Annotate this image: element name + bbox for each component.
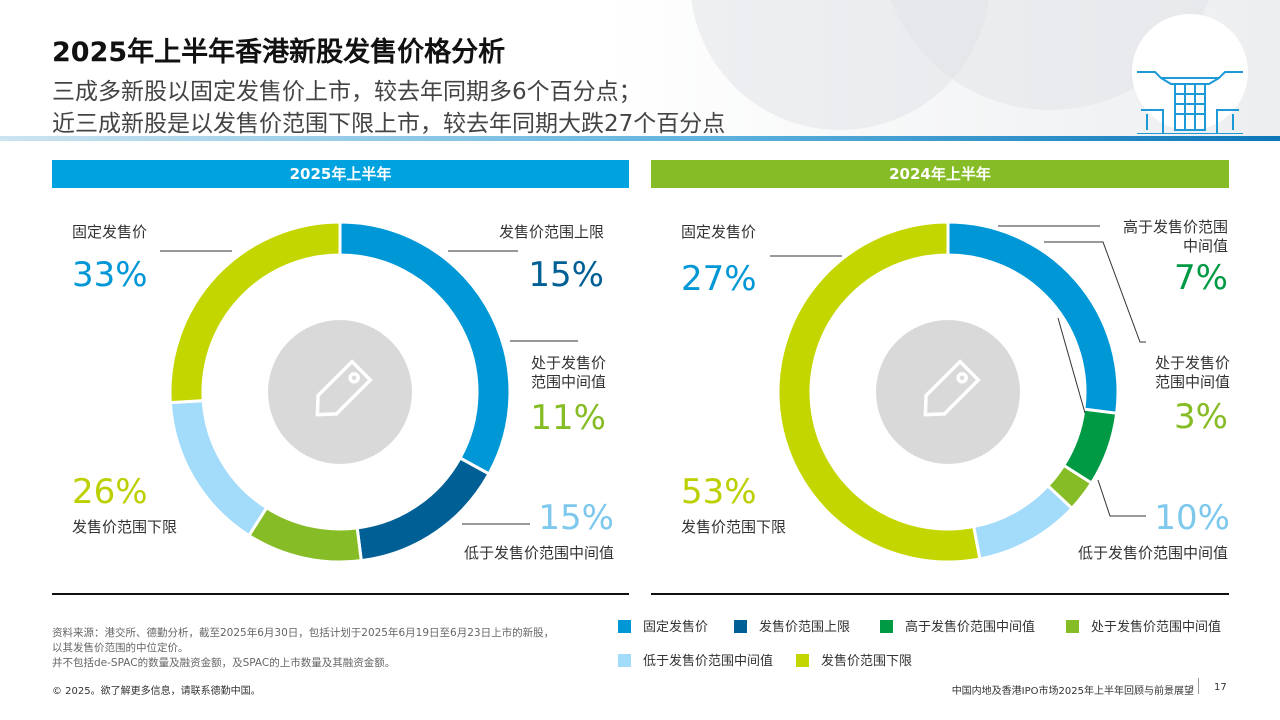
legend-label: 处于发售价范围中间值 bbox=[1091, 620, 1222, 635]
donut-slice bbox=[168, 220, 342, 405]
footer-separator bbox=[1198, 678, 1199, 694]
label-mid-2: 范围中间值 bbox=[1155, 373, 1230, 391]
label-lower-limit: 发售价范围下限 bbox=[681, 518, 786, 536]
pct-above-mid: 7% bbox=[1174, 258, 1228, 298]
pct-below-mid: 15% bbox=[538, 498, 614, 538]
source-note: 资料来源：港交所、德勤分析，截至2025年6月30日，包括计划于2025年6月1… bbox=[52, 626, 612, 671]
panel-2025-bottom-line bbox=[52, 593, 629, 595]
legend-swatch bbox=[618, 654, 631, 667]
legend-swatch bbox=[618, 620, 631, 633]
legend-item-mid: 处于发售价范围中间值 bbox=[1066, 616, 1221, 635]
label-fixed-price: 固定发售价 bbox=[72, 223, 147, 241]
pct-upper-limit: 15% bbox=[528, 255, 604, 295]
leader-lines bbox=[770, 225, 1146, 517]
legend-swatch bbox=[734, 620, 747, 633]
label-mid-1: 处于发售价 bbox=[1155, 354, 1230, 372]
source-line-2: 以其发售价范围的中位定价。 bbox=[52, 642, 189, 654]
source-line-3: 并不包括de-SPAC的数量及融资金额，及SPAC的上市数量及其融资金额。 bbox=[52, 657, 396, 669]
footer-report-title: 中国内地及香港IPO市场2025年上半年回顾与前景展望 bbox=[951, 686, 1194, 697]
legend-item-above-mid: 高于发售价范围中间值 bbox=[880, 616, 1035, 635]
legend-item-lower-limit: 发售价范围下限 bbox=[796, 650, 912, 669]
panel-2024-bottom-line bbox=[651, 593, 1229, 595]
page-number: 17 bbox=[1214, 682, 1227, 693]
legend-label: 低于发售价范围中间值 bbox=[643, 654, 774, 669]
subtitle-line-2: 近三成新股是以发售价范围下限上市，较去年同期大跌27个百分点 bbox=[52, 111, 726, 137]
panel-header-2025: 2025年上半年 bbox=[52, 160, 629, 188]
price-tag-icon bbox=[923, 359, 981, 417]
source-line-1: 资料来源：港交所、德勤分析，截至2025年6月30日，包括计划于2025年6月1… bbox=[52, 627, 555, 639]
donut-slice bbox=[776, 220, 982, 564]
donut-slice bbox=[246, 505, 363, 564]
legend-swatch bbox=[1066, 620, 1079, 633]
panel-header-2024: 2024年上半年 bbox=[651, 160, 1229, 188]
label-above-mid-1: 高于发售价范围 bbox=[1123, 218, 1228, 236]
donut-chart-2025: 固定发售价 33% 发售价范围上限 15% 处于发售价 范围中间值 11% 15… bbox=[72, 220, 614, 564]
pct-mid: 11% bbox=[530, 398, 606, 438]
legend-item-below-mid: 低于发售价范围中间值 bbox=[618, 650, 773, 669]
label-above-mid-2: 中间值 bbox=[1183, 237, 1228, 255]
footer-copyright: © 2025。欲了解更多信息，请联系德勤中国。 bbox=[52, 686, 261, 697]
donut-slice bbox=[971, 483, 1075, 561]
subtitle-line-1: 三成多新股以固定发售价上市，较去年同期多6个百分点； bbox=[52, 79, 642, 105]
label-upper-limit: 发售价范围上限 bbox=[499, 223, 604, 241]
legend-label: 发售价范围上限 bbox=[759, 620, 851, 635]
leader-lines bbox=[160, 250, 578, 525]
pct-fixed-price: 27% bbox=[681, 259, 757, 299]
legend-label: 高于发售价范围中间值 bbox=[905, 620, 1036, 635]
pct-fixed-price: 33% bbox=[72, 255, 148, 295]
label-fixed-price: 固定发售价 bbox=[681, 223, 756, 241]
label-below-mid: 低于发售价范围中间值 bbox=[1078, 544, 1228, 562]
pct-lower-limit: 26% bbox=[72, 472, 148, 512]
label-below-mid: 低于发售价范围中间值 bbox=[464, 544, 614, 562]
center-circle bbox=[876, 320, 1020, 464]
label-mid-2: 范围中间值 bbox=[531, 373, 606, 391]
pct-lower-limit: 53% bbox=[681, 472, 757, 512]
legend-swatch bbox=[880, 620, 893, 633]
label-mid-1: 处于发售价 bbox=[531, 354, 606, 372]
legend-label: 固定发售价 bbox=[643, 620, 709, 635]
legend-label: 发售价范围下限 bbox=[821, 654, 913, 669]
hkex-building-logo bbox=[1132, 14, 1248, 134]
donut-chart-2024: 固定发售价 27% 高于发售价范围 中间值 7% 处于发售价 范围中间值 3% … bbox=[681, 218, 1230, 564]
legend-item-upper-limit: 发售价范围上限 bbox=[734, 616, 850, 635]
pct-below-mid: 10% bbox=[1154, 498, 1230, 538]
header-divider bbox=[0, 136, 1280, 141]
legend-swatch bbox=[796, 654, 809, 667]
price-tag-icon bbox=[315, 359, 373, 417]
legend-item-fixed-price: 固定发售价 bbox=[618, 616, 708, 635]
panel-header-2024-label: 2024年上半年 bbox=[889, 165, 991, 183]
panel-header-2025-label: 2025年上半年 bbox=[289, 165, 392, 183]
center-circle bbox=[268, 320, 412, 464]
donut-slice bbox=[168, 399, 269, 538]
pct-mid: 3% bbox=[1174, 397, 1228, 437]
label-lower-limit: 发售价范围下限 bbox=[72, 518, 177, 536]
page-title: 2025年上半年香港新股发售价格分析 bbox=[52, 37, 506, 68]
